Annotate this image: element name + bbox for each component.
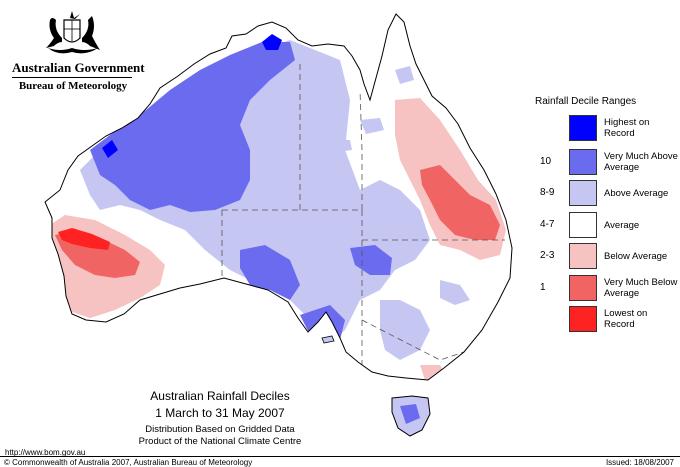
legend-label: Very Much Below Average [604,277,678,299]
coat-of-arms-icon [46,11,100,54]
copyright-text: © Commonwealth of Australia 2007, Austra… [4,458,253,467]
legend-label: Below Average [604,251,668,262]
legend-item-below: 2-3 Below Average [540,243,675,269]
map-title: Australian Rainfall Deciles [150,389,290,403]
legend-swatch [569,275,597,301]
legend-item-above: 8-9 Above Average [540,180,675,206]
map-note-product: Product of the National Climate Centre [138,436,302,447]
legend-swatch [569,243,597,269]
legend-item-highest: Highest on Record [540,115,675,141]
legend-range: 8-9 [540,187,555,198]
legend-swatch [569,306,597,332]
legend-item-lowest: Lowest on Record [540,306,675,332]
legend-range: 2-3 [540,250,555,261]
bureau-name: Bureau of Meteorology [18,80,128,92]
issued-date: Issued: 18/08/2007 [605,458,674,467]
legend-range: 10 [540,156,552,167]
legend-swatch [569,149,597,175]
legend-item-average: 4-7 Average [540,212,675,238]
legend-range: 1 [540,282,546,293]
footer-divider [0,456,680,457]
legend-item-very-much-above: 10 Very Much Above Average [540,149,678,175]
legend-label: Average [604,220,640,231]
map-note-distribution: Distribution Based on Gridded Data [145,424,295,435]
legend-label: Very Much Above Average [604,151,678,173]
header-divider [12,77,132,78]
legend-swatch [569,180,597,206]
legend-swatch [569,212,597,238]
legend-label: Highest on Record [604,117,650,139]
legend-title: Rainfall Decile Ranges [535,96,637,107]
map-period: 1 March to 31 May 2007 [155,406,285,420]
legend-label: Above Average [604,188,669,199]
government-title: Australian Government [12,60,145,75]
legend-swatch [569,115,597,141]
legend-label: Lowest on Record [604,308,648,330]
legend-range: 4-7 [540,219,555,230]
legend-item-very-much-below: 1 Very Much Below Average [540,275,678,301]
website-link[interactable]: http://www.bom.gov.au [5,448,86,457]
